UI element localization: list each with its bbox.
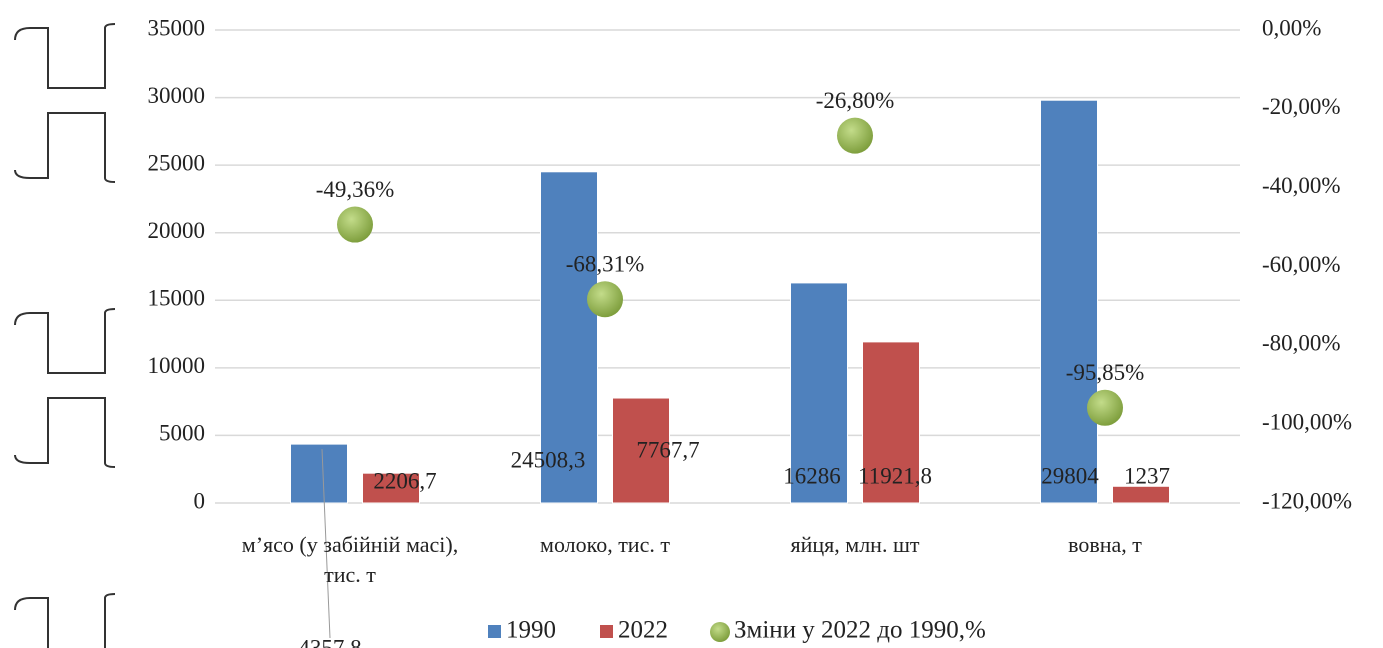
- data-label: 7767,7: [636, 437, 699, 462]
- y2-tick-label: -100,00%: [1262, 409, 1352, 434]
- point: [1087, 389, 1123, 426]
- y2-tick-label: -80,00%: [1262, 331, 1341, 356]
- leader-line: [321, 449, 331, 639]
- y-tick-label: 15000: [148, 286, 206, 311]
- x-tick-label: молоко, тис. т: [540, 532, 670, 557]
- data-label: -26,80%: [816, 88, 895, 113]
- y-tick-label: 20000: [148, 218, 206, 243]
- x-tick-label: вовна, т: [1068, 532, 1142, 557]
- y2-tick-label: 0,00%: [1262, 15, 1321, 40]
- data-label: 1237: [1124, 463, 1170, 488]
- bar: [1040, 99, 1098, 504]
- data-label: -49,36%: [316, 177, 395, 202]
- x-tick-label: м’ясо (у забійній масі), тис. т: [241, 532, 459, 587]
- y2-tick-label: -40,00%: [1262, 173, 1341, 198]
- x-tick-label: яйця, млн. шт: [790, 532, 920, 557]
- bar: [862, 341, 920, 504]
- y-tick-label: 25000: [148, 150, 206, 175]
- y-tick-label: 5000: [159, 421, 205, 446]
- bar: [790, 282, 848, 504]
- point: [837, 117, 873, 154]
- data-label: -95,85%: [1066, 360, 1145, 385]
- point: [337, 206, 373, 243]
- bar: [612, 397, 670, 504]
- data-label: 16286: [783, 463, 841, 488]
- point: [587, 281, 623, 318]
- bar: [290, 443, 348, 504]
- y2-tick-label: -20,00%: [1262, 94, 1341, 119]
- data-label: 29804: [1041, 463, 1099, 488]
- bar: [540, 171, 598, 504]
- bar: [362, 472, 420, 504]
- data-label: 2206,7: [373, 468, 436, 493]
- legend-label: Зміни у 2022 до 1990,%: [734, 617, 986, 644]
- y2-tick-label: -120,00%: [1262, 488, 1352, 513]
- data-label: -68,31%: [566, 252, 645, 277]
- legend-label: 1990: [506, 617, 556, 644]
- legend-marker: [600, 625, 613, 638]
- legend-marker: [488, 625, 501, 638]
- data-label: 24508,3: [511, 447, 586, 472]
- y2-tick-label: -60,00%: [1262, 252, 1341, 277]
- decoration: [14, 23, 116, 648]
- data-label: 4357,8: [298, 635, 361, 648]
- legend-label: 2022: [618, 617, 668, 644]
- legend-marker: [710, 622, 730, 642]
- y-tick-label: 35000: [148, 15, 206, 40]
- bar: [1112, 485, 1170, 504]
- y-tick-label: 0: [194, 488, 206, 513]
- data-label: 11921,8: [858, 463, 932, 488]
- y-tick-label: 30000: [148, 83, 206, 108]
- y-tick-label: 10000: [148, 353, 206, 378]
